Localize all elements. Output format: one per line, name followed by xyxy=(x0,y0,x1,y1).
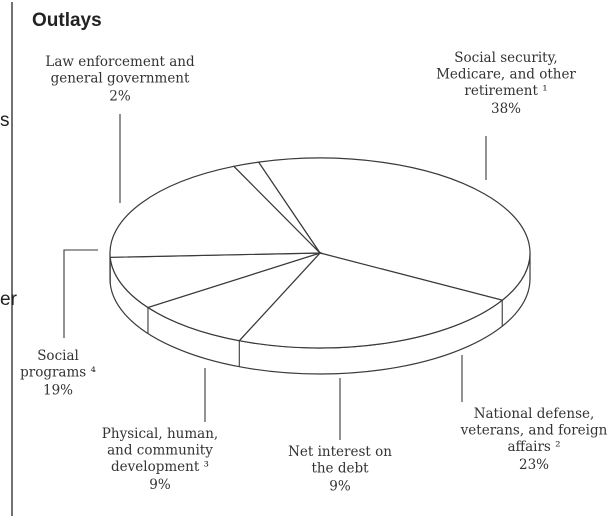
slice-value-1: 23% xyxy=(519,457,549,473)
slice-label-4-line-1: programs ⁴ xyxy=(20,365,96,381)
slice-value-4: 19% xyxy=(43,383,73,399)
pie-slice-1 xyxy=(238,252,504,349)
pie-slice-4 xyxy=(109,165,322,258)
slice-labels: Social security,Medicare, and otherretir… xyxy=(20,50,608,495)
slice-value-0: 38% xyxy=(491,101,521,117)
edge-fragment-2: er xyxy=(0,289,18,310)
slice-value-2: 9% xyxy=(329,479,351,495)
slice-label-5-line-1: general government xyxy=(51,71,190,87)
slice-label-3-line-1: and community xyxy=(107,443,213,459)
slice-label-1-line-2: affairs ² xyxy=(507,439,560,455)
edge-fragment-1: s xyxy=(0,110,10,131)
slice-label-1-line-1: veterans, and foreign xyxy=(460,423,608,439)
slice-label-5-line-0: Law enforcement and xyxy=(45,54,195,70)
pie-slice-2 xyxy=(146,251,322,342)
slice-label-0-line-0: Social security, xyxy=(454,50,557,66)
pie-slice-0 xyxy=(257,157,531,301)
pie-slice-3 xyxy=(109,252,321,309)
slice-label-3-line-0: Physical, human, xyxy=(102,426,218,442)
leader-line-4 xyxy=(63,249,98,338)
chart-title: Outlays xyxy=(32,10,102,31)
leader-lines xyxy=(63,114,487,440)
slice-label-2-line-0: Net interest on xyxy=(288,444,392,460)
slice-label-1-line-0: National defense, xyxy=(474,406,595,422)
slice-label-3-line-2: development ³ xyxy=(111,459,209,475)
slice-label-2-line-1: the debt xyxy=(311,461,369,477)
slice-label-0-line-2: retirement ¹ xyxy=(464,83,547,99)
pie-slice-5 xyxy=(232,161,321,254)
pie-group xyxy=(109,157,531,375)
slice-value-3: 9% xyxy=(149,477,171,493)
slice-label-0-line-1: Medicare, and other xyxy=(436,67,576,83)
slice-label-4-line-0: Social xyxy=(37,348,79,364)
slice-value-5: 2% xyxy=(109,89,131,105)
